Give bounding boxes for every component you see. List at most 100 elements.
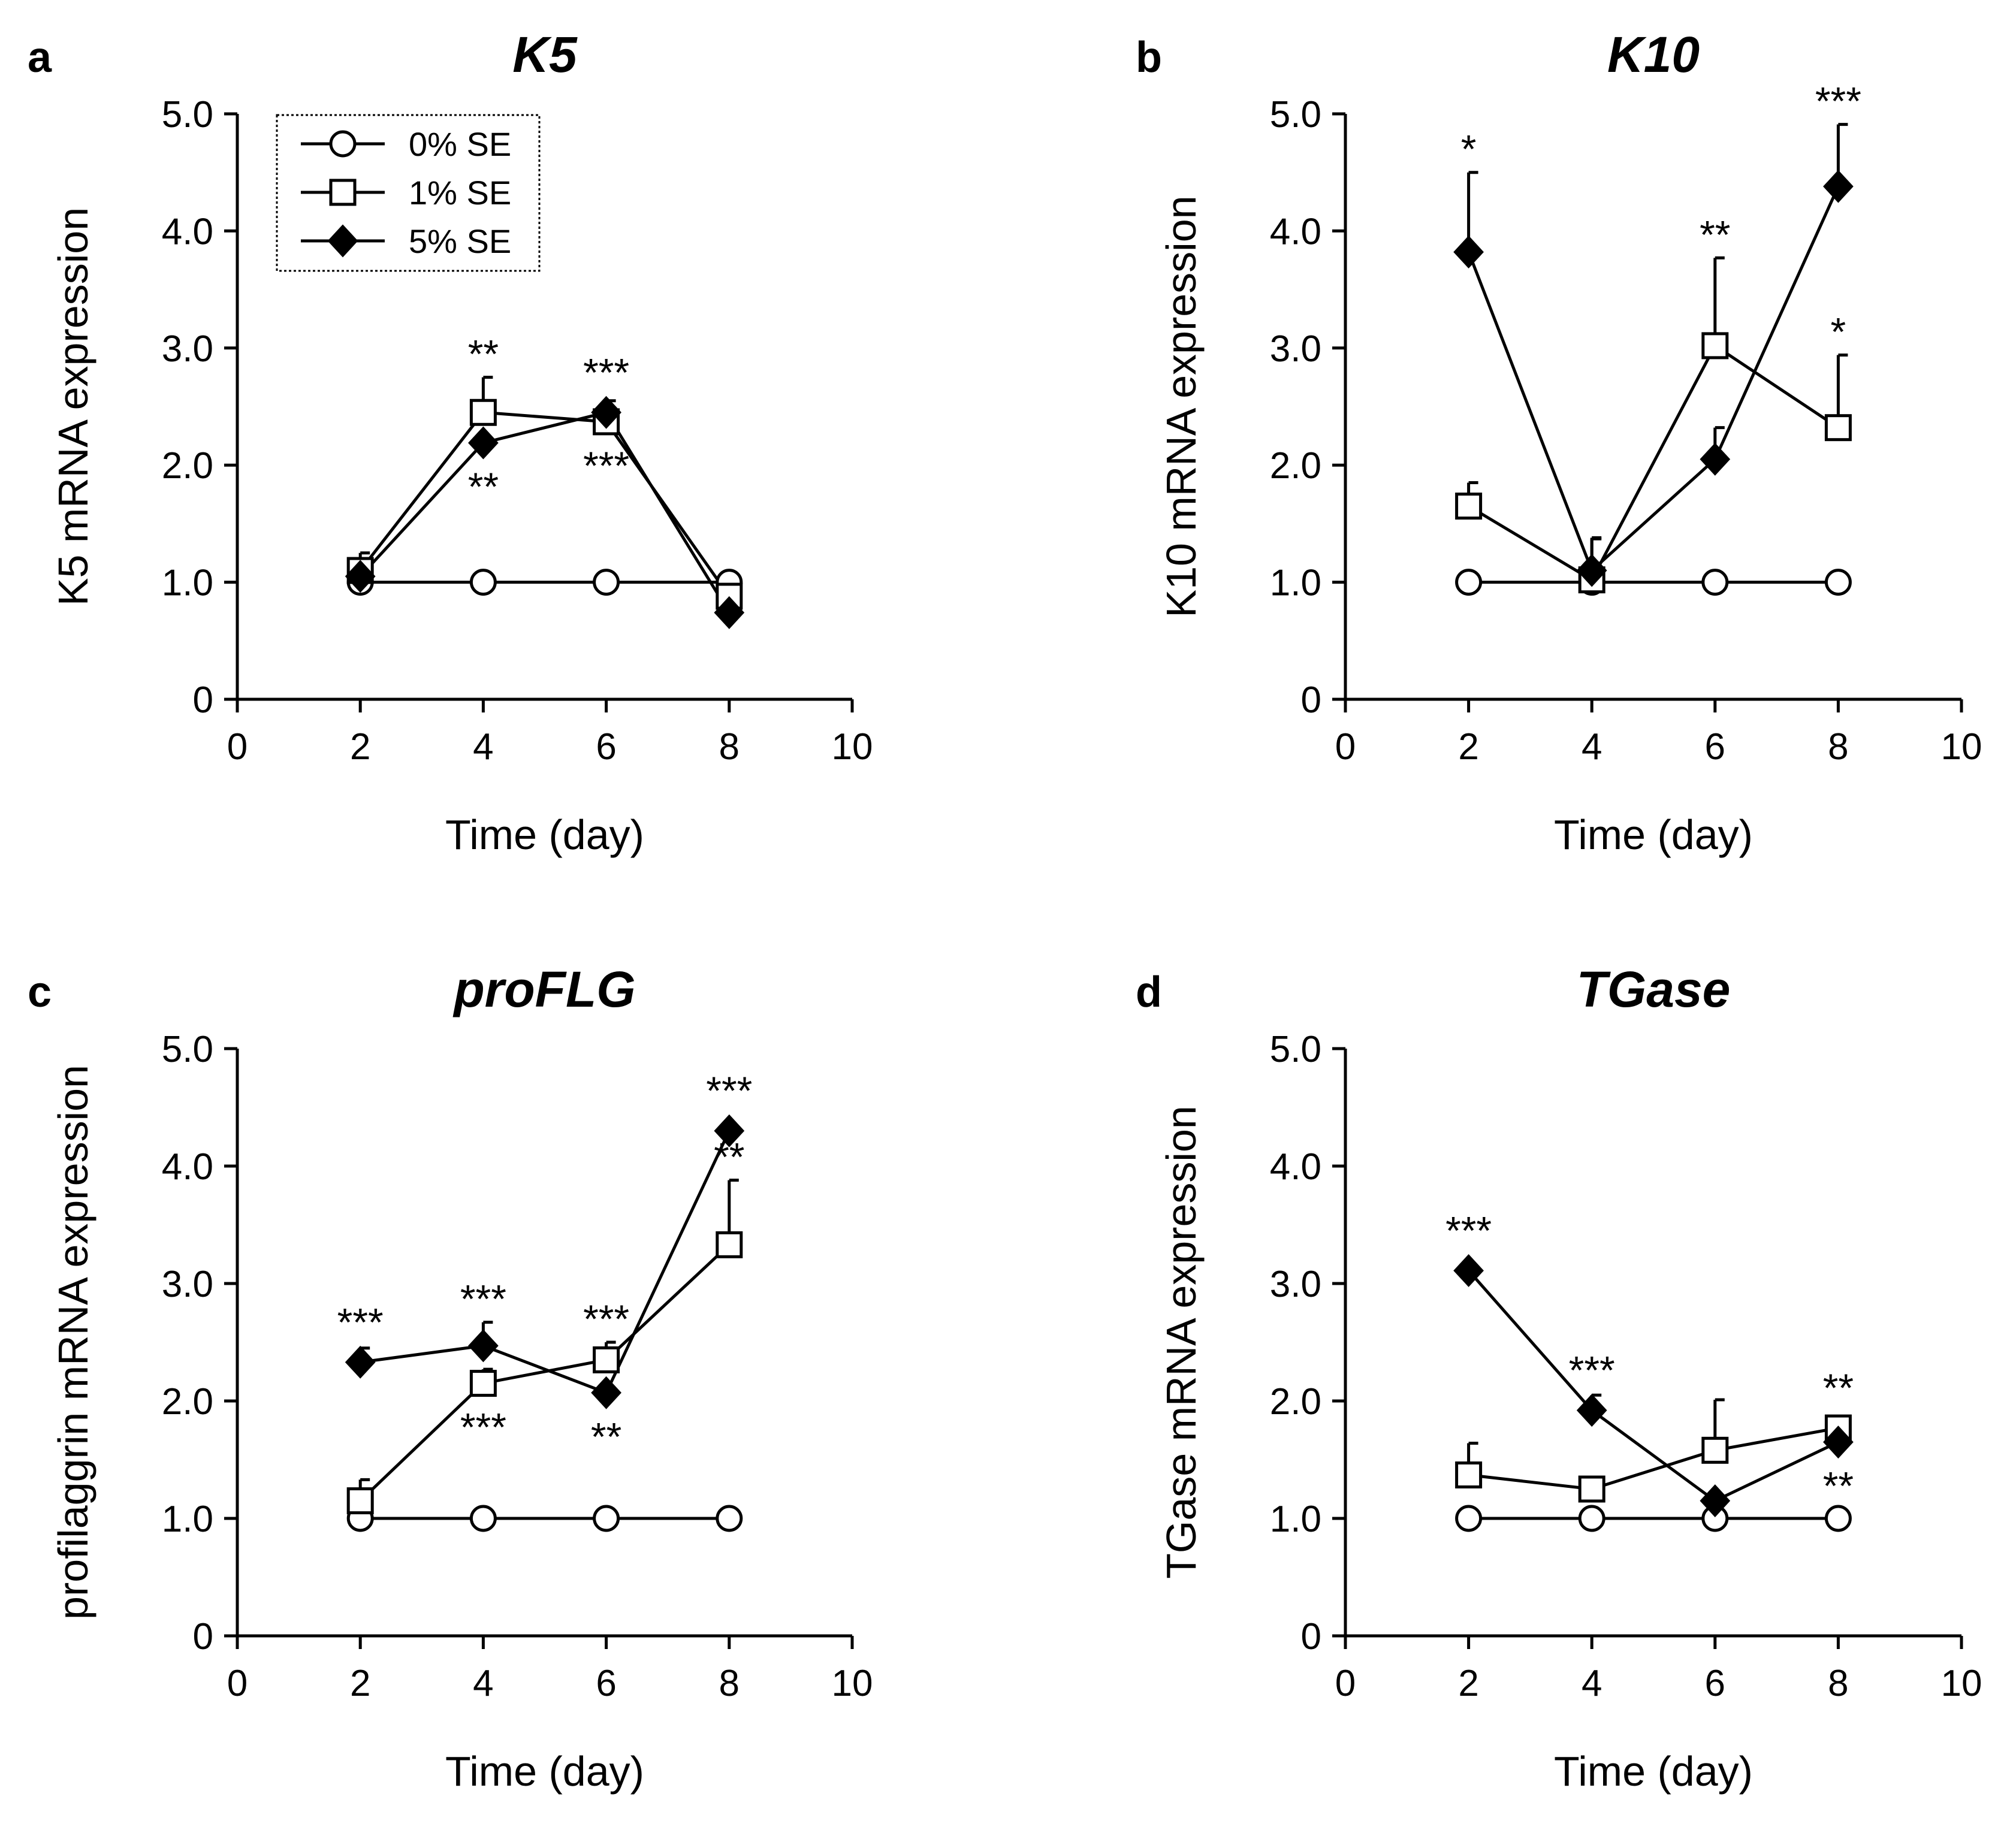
data-point-square xyxy=(716,1231,743,1258)
chart-panel-b: b K10 0 1.0 2.0 3.0 4.0 5.0 0 2 4 6 8 10 Time (day) K10… xyxy=(1136,26,1982,858)
series-line-diamond xyxy=(1467,186,1840,573)
significance-mark: ** xyxy=(714,1135,744,1179)
y-axis-label: K10 mRNA expression xyxy=(1158,195,1205,617)
data-point-diamond xyxy=(1576,554,1607,587)
data-point-circle xyxy=(1578,1505,1605,1532)
y-tick-label: 0 xyxy=(193,680,213,721)
x-tick-label: 8 xyxy=(1828,726,1848,768)
data-point-diamond xyxy=(1576,1394,1607,1427)
significance-mark: * xyxy=(1461,127,1477,171)
x-tick-label: 6 xyxy=(1705,1663,1725,1704)
chart-title: proFLG xyxy=(452,961,635,1017)
x-tick-label: 0 xyxy=(227,726,248,768)
y-tick-label: 5.0 xyxy=(162,1029,213,1070)
panel-letter: b xyxy=(1136,34,1162,81)
x-tick-label: 10 xyxy=(1941,726,1982,768)
y-tick-label: 0 xyxy=(1301,680,1321,721)
chart-title: TGase xyxy=(1577,961,1731,1017)
significance-mark: ** xyxy=(591,1414,621,1458)
legend-label: 5% SE xyxy=(409,222,511,260)
data-point-diamond xyxy=(1700,442,1731,476)
x-tick-label: 2 xyxy=(350,1663,370,1704)
data-point-circle xyxy=(1824,569,1852,596)
x-tick-label: 6 xyxy=(1705,726,1725,768)
chart-panel-a: a K5 0 1.0 2.0 3.0 4.0 5.0 0 2 4 6 8 10 Time (day) K5 m… xyxy=(28,26,873,858)
y-tick-label: 1.0 xyxy=(162,563,213,604)
data-point-square xyxy=(1701,332,1729,360)
data-point-diamond xyxy=(591,1376,621,1409)
y-tick-label: 3.0 xyxy=(1270,328,1321,370)
chart-title: K10 xyxy=(1607,26,1700,83)
significance-mark: ** xyxy=(1823,1366,1854,1410)
x-tick-label: 6 xyxy=(596,1663,616,1704)
significance-mark: * xyxy=(1831,310,1846,354)
x-tick-label: 8 xyxy=(719,1663,740,1704)
chart-title: K5 xyxy=(512,26,578,83)
legend: 0% SE 1% SE 5% SE xyxy=(276,114,541,272)
y-tick-label: 1.0 xyxy=(162,1499,213,1540)
x-tick-label: 0 xyxy=(1335,726,1356,768)
series-line-square xyxy=(359,1243,731,1502)
data-point-square xyxy=(593,1346,620,1373)
legend-label: 1% SE xyxy=(409,174,511,212)
y-tick-label: 0 xyxy=(1301,1616,1321,1657)
y-tick-label: 2.0 xyxy=(1270,445,1321,487)
x-tick-label: 10 xyxy=(832,1663,873,1704)
x-tick-label: 2 xyxy=(1458,1663,1478,1704)
data-point-diamond xyxy=(714,1114,745,1147)
significance-mark: *** xyxy=(583,1297,629,1341)
x-tick-label: 2 xyxy=(350,726,370,768)
x-tick-label: 6 xyxy=(596,726,616,768)
data-point-diamond xyxy=(468,1329,499,1363)
x-tick-label: 10 xyxy=(1941,1663,1982,1704)
chart-panel-d: d TGase 0 1.0 2.0 3.0 4.0 5.0 0 2 4 6 8 10 Time (day) T… xyxy=(1136,961,1982,1795)
data-point-circle xyxy=(716,1505,743,1532)
data-point-circle xyxy=(593,569,620,596)
y-tick-label: 4.0 xyxy=(162,211,213,252)
data-point-diamond xyxy=(468,426,499,460)
x-tick-label: 4 xyxy=(473,1663,493,1704)
data-point-circle xyxy=(469,1505,497,1532)
y-axis-label: TGase mRNA expression xyxy=(1158,1106,1205,1579)
data-point-square xyxy=(1455,1461,1483,1488)
significance-mark: *** xyxy=(460,1405,506,1449)
significance-mark: *** xyxy=(460,1277,506,1321)
significance-mark: *** xyxy=(337,1300,384,1344)
y-axis-label: profilaggrin mRNA expression xyxy=(50,1065,96,1620)
y-tick-label: 1.0 xyxy=(1270,563,1321,604)
y-tick-label: 0 xyxy=(193,1616,213,1657)
y-tick-label: 4.0 xyxy=(162,1146,213,1188)
data-point-diamond xyxy=(1700,1484,1731,1518)
series-line-diamond xyxy=(1467,1269,1839,1503)
data-point-diamond xyxy=(345,1345,376,1379)
x-tick-label: 8 xyxy=(1828,1663,1848,1704)
legend-label: 0% SE xyxy=(409,125,511,163)
y-tick-label: 2.0 xyxy=(162,445,213,487)
data-point-diamond xyxy=(591,395,621,429)
x-tick-label: 0 xyxy=(227,1663,248,1704)
legend-marker-square xyxy=(329,179,357,206)
x-tick-label: 4 xyxy=(473,726,493,768)
legend-marker-diamond xyxy=(327,224,358,258)
y-axis-label: K5 mRNA expression xyxy=(50,207,96,606)
y-tick-label: 2.0 xyxy=(162,1381,213,1423)
y-tick-label: 1.0 xyxy=(1270,1499,1321,1540)
data-point-diamond xyxy=(1823,1426,1854,1459)
significance-mark: *** xyxy=(1445,1208,1492,1252)
series-line-square xyxy=(1468,1426,1839,1491)
legend-marker-circle xyxy=(329,130,357,158)
x-axis-label: Time (day) xyxy=(445,1748,644,1795)
significance-mark: ** xyxy=(468,332,499,376)
data-point-square xyxy=(469,398,497,426)
x-tick-label: 2 xyxy=(1458,726,1478,768)
x-tick-label: 8 xyxy=(719,726,740,768)
y-tick-label: 4.0 xyxy=(1270,211,1321,252)
data-point-square xyxy=(1578,1475,1605,1503)
panel-letter: c xyxy=(28,968,52,1016)
y-tick-label: 5.0 xyxy=(1270,94,1321,135)
series-line-square xyxy=(1468,343,1839,582)
data-point-circle xyxy=(593,1505,620,1532)
data-point-square xyxy=(1455,493,1483,520)
x-tick-label: 4 xyxy=(1582,726,1602,768)
